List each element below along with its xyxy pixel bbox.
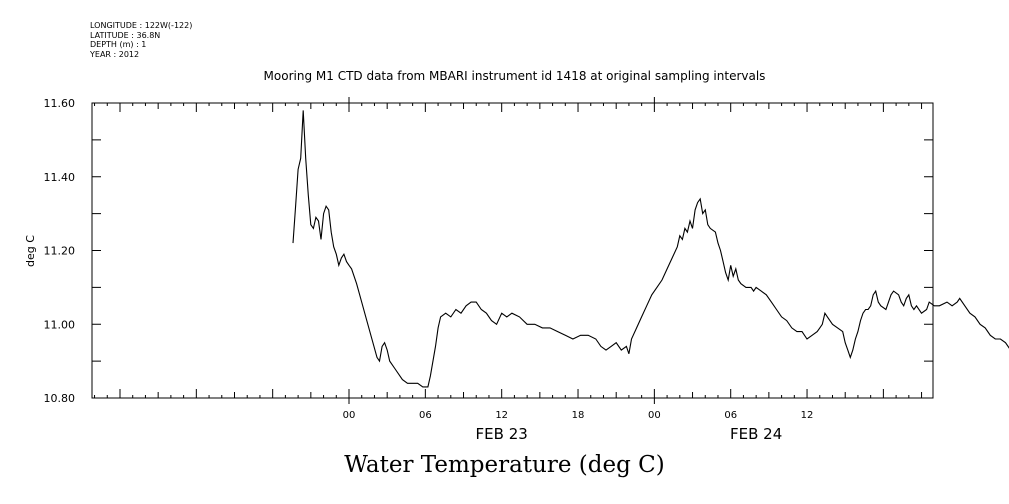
x-tick-label: 18: [572, 410, 585, 421]
tick-labels: 10.80 11.00 11.20 11.40 11.60 00 06 12 18 00 06 12 F…: [44, 97, 814, 443]
x-tick-label: 00: [648, 410, 661, 421]
x-tick-label: 12: [495, 410, 508, 421]
y-axis-label: deg C: [24, 235, 37, 267]
y-tick-label: 11.60: [44, 97, 76, 110]
series-line: [292, 110, 1009, 388]
metadata-block: LONGITUDE : 122W(-122) LATITUDE : 36.8N …: [90, 21, 192, 59]
metadata-depth: DEPTH (m) : 1: [90, 40, 147, 50]
y-tick-label: 11.40: [44, 171, 76, 184]
metadata-longitude: LONGITUDE : 122W(-122): [90, 21, 193, 30]
x-tick-label: 06: [419, 410, 432, 421]
chart-title: Mooring M1 CTD data from MBARI instrumen…: [263, 69, 766, 83]
metadata-latitude: LATITUDE : 36.8N: [90, 30, 161, 40]
figure-title: Water Temperature (deg C): [344, 452, 665, 478]
date-label: FEB 24: [730, 425, 782, 443]
x-tick-label: 12: [801, 410, 814, 421]
x-tick-label: 00: [343, 410, 356, 421]
metadata-year: YEAR : 2012: [90, 49, 140, 59]
y-tick-label: 10.80: [44, 392, 76, 405]
y-tick-label: 11.20: [44, 245, 76, 258]
tick-marks: [92, 97, 933, 404]
plot-frame: [91, 102, 934, 399]
x-tick-label: 06: [724, 410, 737, 421]
date-label: FEB 23: [476, 425, 528, 443]
y-tick-label: 11.00: [44, 318, 76, 331]
